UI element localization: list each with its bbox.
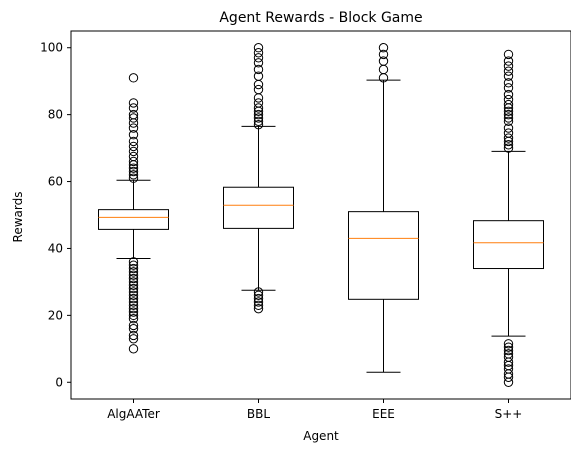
outlier-point [504,378,512,386]
outlier-point [254,85,262,93]
outlier-point [254,99,262,107]
iqr-box [474,221,544,269]
outlier-point [504,67,512,75]
y-tick-label: 60 [48,175,63,189]
iqr-box [224,187,294,228]
outlier-point [254,94,262,102]
y-axis-label: Rewards [11,192,25,243]
outlier-point [129,152,137,160]
outlier-point [254,49,262,57]
outlier-point [254,44,262,52]
y-tick-label: 0 [55,375,63,389]
x-tick-label: BBL [247,407,270,421]
outlier-point [129,345,137,353]
y-tick-label: 80 [48,108,63,122]
y-tick-label: 100 [40,41,63,55]
outlier-point [504,95,512,103]
outlier-point [254,54,262,62]
box-group [349,44,419,373]
box-group [224,44,294,313]
outlier-point [504,62,512,70]
y-tick-label: 40 [48,241,63,255]
x-tick-label: EEE [372,407,395,421]
outlier-point [504,129,512,137]
outlier-point [129,99,137,107]
outlier-point [379,65,387,73]
plot-area [99,44,544,387]
plot-frame [71,31,571,399]
outlier-point [129,119,137,127]
chart-title: Agent Rewards - Block Game [219,10,422,26]
box-group [99,74,169,353]
x-tick-label: AlgAATer [107,407,160,421]
outlier-point [129,142,137,150]
outlier-point [129,74,137,82]
outlier-point [129,147,137,155]
x-axis-label: Agent [303,429,339,443]
x-tick-label: S++ [495,407,523,421]
outlier-point [254,80,262,88]
iqr-box [349,212,419,300]
y-tick-label: 20 [48,308,63,322]
box-group [474,50,544,386]
iqr-box [99,210,169,230]
